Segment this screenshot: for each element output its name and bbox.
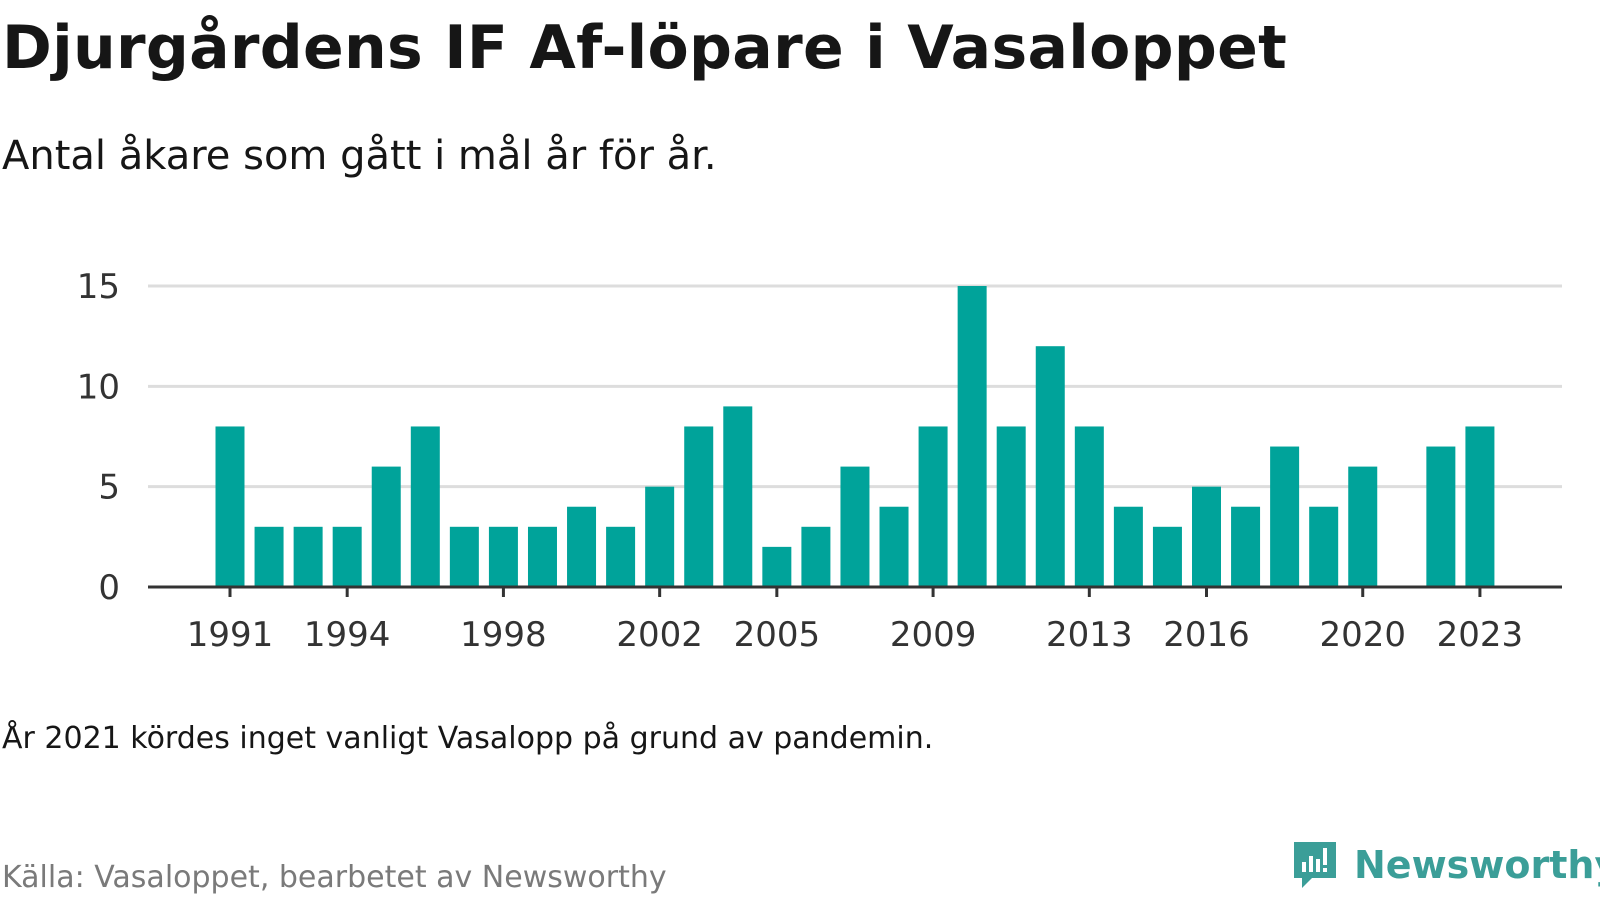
x-tick-label: 1998: [460, 615, 547, 655]
bar-2006: [801, 526, 831, 587]
bar-1995: [371, 466, 401, 587]
y-tick-label: 10: [77, 367, 120, 407]
bar-1997: [449, 526, 479, 587]
bar-2012: [1035, 346, 1065, 587]
bar-1991: [215, 426, 245, 587]
bar-1992: [254, 526, 284, 587]
x-tick-label: 1994: [304, 615, 391, 655]
bar-2016: [1192, 486, 1221, 587]
bar-2002: [645, 486, 675, 587]
logo-text: Newsworthy: [1354, 843, 1600, 887]
newsworthy-chart-logo-icon: [1294, 842, 1336, 888]
bar-2017: [1231, 506, 1261, 587]
bar-2011: [996, 426, 1026, 587]
bar-2001: [606, 526, 636, 587]
bar-2022: [1426, 446, 1456, 587]
bar-2007: [840, 466, 870, 587]
footnote: År 2021 kördes inget vanligt Vasalopp på…: [2, 721, 934, 756]
bar-1996: [410, 426, 440, 587]
bar-2014: [1113, 506, 1143, 587]
chart-subtitle: Antal åkare som gått i mål år för år.: [2, 133, 717, 179]
y-tick-labels: 0 5 10 15: [77, 267, 120, 608]
bar-2023: [1465, 426, 1495, 587]
x-tick-label: 2002: [616, 615, 703, 655]
x-tick-label: 2009: [890, 615, 977, 655]
bar-2003: [684, 426, 714, 587]
bar-1993: [293, 526, 323, 587]
x-tick-marks: [228, 587, 1482, 597]
chart-title: Djurgårdens IF Af-löpare i Vasaloppet: [2, 13, 1288, 83]
source-text: Källa: Vasaloppet, bearbetet av Newswort…: [2, 860, 667, 895]
x-tick-label: 2020: [1319, 615, 1406, 655]
bar-chart: 0 5 10 15 1991 1994 1998 2002 2005 2009 2013 2016 2…: [77, 267, 1562, 655]
bar-2015: [1152, 526, 1182, 587]
y-tick-label: 15: [77, 267, 120, 307]
bar-1999: [527, 526, 557, 587]
bar-2000: [567, 506, 597, 587]
bar-2010: [957, 286, 987, 587]
bar-2009: [918, 426, 948, 587]
bar-2005: [762, 546, 792, 587]
x-tick-label: 2016: [1163, 615, 1250, 655]
bar-2019: [1309, 506, 1339, 587]
bars: [215, 286, 1495, 587]
x-tick-label: 2005: [734, 615, 821, 655]
bar-1998: [488, 526, 518, 587]
bar-2013: [1074, 426, 1104, 587]
y-gridlines: [148, 284, 1562, 489]
bar-1994: [332, 526, 362, 587]
x-tick-label: 1991: [187, 615, 274, 655]
bar-2020: [1348, 466, 1378, 587]
y-tick-label: 5: [98, 468, 120, 508]
x-tick-label: 2013: [1046, 615, 1133, 655]
bar-2004: [723, 406, 753, 587]
bar-2008: [879, 506, 909, 587]
x-tick-label: 2023: [1437, 615, 1524, 655]
x-tick-labels: 1991 1994 1998 2002 2005 2009 2013 2016 2020 2023: [187, 615, 1523, 655]
newsworthy-logo: Newsworthy: [1290, 838, 1600, 892]
y-tick-label: 0: [98, 568, 120, 608]
bar-2018: [1270, 446, 1300, 587]
